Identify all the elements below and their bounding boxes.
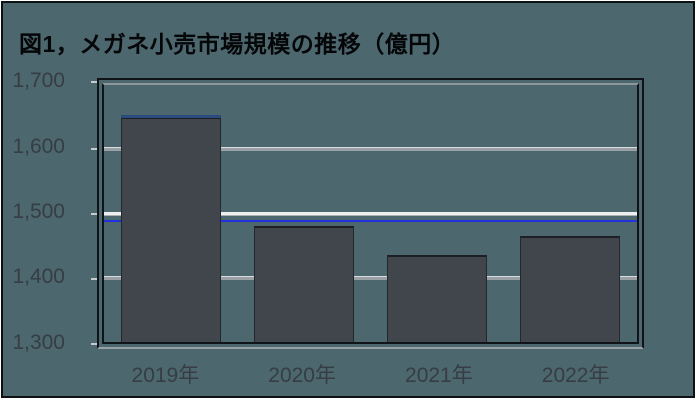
y-axis-label-1700: 1,700 — [12, 69, 65, 92]
y-axis-label-1400: 1,400 — [12, 265, 65, 288]
y-axis-label-1600: 1,600 — [12, 135, 65, 158]
bar-2019-blue-cap — [120, 115, 221, 119]
y-axis-tick — [91, 213, 99, 215]
chart-frame: 図1，メガネ小売市場規模の推移（億円） 1,700 1,600 1,500 1,… — [1, 1, 695, 398]
bar-2022 — [520, 236, 621, 342]
bar-2020 — [253, 226, 354, 342]
x-axis-label-2020: 2020年 — [268, 364, 336, 387]
x-axis-label-2021: 2021年 — [405, 364, 473, 387]
blue-reference-line — [104, 219, 637, 222]
gridline-1400 — [104, 275, 637, 280]
chart-title: 図1，メガネ小売市場規模の推移（億円） — [19, 31, 456, 57]
y-axis-tick — [91, 81, 99, 83]
plot-area-outer-frame — [97, 78, 644, 349]
y-axis-label-1300: 1,300 — [12, 331, 65, 354]
plot-area — [102, 83, 639, 344]
x-axis-label-2019: 2019年 — [131, 364, 200, 387]
bar-series — [104, 85, 637, 342]
y-axis-tick — [91, 343, 99, 345]
y-axis-tick — [91, 148, 99, 150]
y-axis-label-1500: 1,500 — [12, 200, 65, 223]
gridline-1600 — [104, 147, 637, 152]
gridline-1500 — [104, 211, 637, 216]
bar-2021 — [387, 255, 488, 342]
y-axis-tick — [91, 278, 99, 280]
x-axis-label-2022: 2022年 — [541, 364, 610, 387]
bar-2019 — [120, 115, 221, 342]
x-axis: 2019年 2020年 2021年 2022年 — [97, 359, 644, 389]
